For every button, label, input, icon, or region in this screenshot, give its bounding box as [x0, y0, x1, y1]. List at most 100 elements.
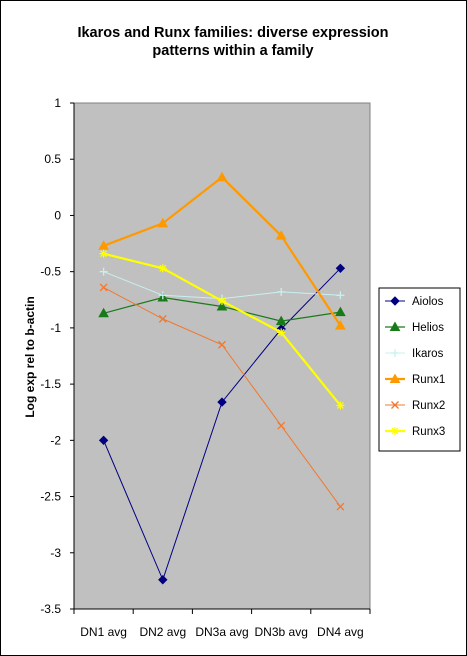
x-tick-label: DN2 avg — [139, 625, 186, 639]
x-tick-label: DN3a avg — [195, 625, 248, 639]
x-marker-b — [158, 314, 167, 323]
data-point-runx2 — [336, 502, 345, 511]
y-tick-label: -0.5 — [40, 265, 61, 279]
data-point-runx2 — [158, 314, 167, 323]
legend-swatch-marker — [390, 296, 400, 306]
legend-item-aiolos: Aiolos — [385, 296, 444, 308]
legend-swatch-marker — [389, 321, 401, 331]
x-marker-b — [277, 421, 286, 430]
chart-title-line-2: patterns within a family — [152, 43, 313, 59]
y-tick-label: 0 — [54, 208, 61, 222]
diamond-marker — [98, 435, 109, 446]
triangle-marker — [389, 321, 401, 331]
y-tick-label: 1 — [54, 96, 61, 110]
x-tick-label: DN1 avg — [80, 625, 127, 639]
legend-swatch-marker — [391, 349, 399, 357]
legend-swatch-marker — [391, 401, 399, 409]
series-runx3 — [99, 249, 345, 410]
y-tick-label: -2 — [50, 433, 61, 447]
legend-item-ikaros: Ikaros — [385, 348, 444, 360]
diamond-marker — [335, 263, 346, 274]
data-point-helios — [275, 315, 287, 326]
x-tick-label: DN4 avg — [317, 625, 364, 639]
data-point-runx3 — [99, 249, 108, 258]
legend-item-runx2: Runx2 — [385, 400, 445, 412]
star-marker-b — [100, 250, 108, 258]
legend-items: Aiolos Helios Ikaros Runx1 Runx2 Runx3 — [385, 296, 445, 438]
triangle-marker — [335, 320, 346, 330]
triangle-marker — [216, 301, 228, 311]
legend — [378, 287, 461, 452]
legend-item-runx3: Runx3 — [385, 426, 445, 438]
star-marker-b — [159, 264, 167, 272]
data-point-aiolos — [217, 397, 227, 407]
data-point-aiolos — [98, 435, 109, 446]
legend-item-runx1: Runx1 — [385, 373, 445, 386]
legend-label: Runx2 — [412, 400, 445, 412]
axes: 1 0.5 0 -0.5 -1 -1.5 -2 -2.5 -3 -3.5 DN1 avg DN2 av… — [40, 96, 371, 639]
chart-title-line-1: Ikaros and Runx families: diverse expres… — [77, 25, 388, 41]
x-marker-b — [336, 502, 345, 511]
x-tick-label: DN3b avg — [255, 625, 308, 639]
y-tick-label: -2.5 — [40, 490, 61, 504]
data-point-runx1 — [157, 217, 169, 228]
legend-item-helios: Helios — [385, 321, 444, 334]
data-point-ikaros — [336, 291, 345, 300]
series-runx2 — [99, 283, 345, 511]
data-point-helios — [216, 301, 228, 311]
star-marker-b — [277, 328, 285, 336]
y-tick-label: -1.5 — [40, 377, 61, 391]
series-runx1 — [98, 171, 346, 330]
diamond-marker — [158, 575, 168, 585]
star-marker-b — [218, 297, 226, 305]
legend-label: Ikaros — [412, 348, 444, 360]
data-point-runx1 — [216, 171, 228, 182]
data-point-runx3 — [277, 328, 286, 337]
data-point-helios — [335, 306, 346, 317]
legend-label: Runx1 — [412, 374, 445, 386]
y-tick-label: -3 — [50, 546, 61, 560]
plot-area — [73, 102, 371, 610]
y-axis-label: Log exp rel to b-actin — [23, 296, 37, 417]
triangle-marker — [216, 171, 228, 182]
legend-label: Runx3 — [412, 426, 445, 438]
data-point-ikaros — [277, 287, 286, 296]
triangle-marker — [335, 306, 346, 317]
data-point-runx2 — [99, 283, 108, 292]
data-point-runx1 — [275, 230, 287, 240]
legend-label: Aiolos — [412, 296, 444, 308]
data-point-runx3 — [158, 264, 167, 273]
legend-swatch-marker — [389, 373, 401, 383]
triangle-marker — [389, 373, 401, 383]
triangle-marker — [157, 217, 169, 228]
diamond-marker — [390, 296, 400, 306]
x-marker-b — [391, 401, 399, 409]
diamond-marker — [217, 397, 227, 407]
star-marker-b — [391, 427, 399, 435]
data-point-helios — [98, 307, 109, 318]
data-point-aiolos — [335, 263, 346, 274]
data-point-runx2 — [277, 421, 286, 430]
y-tick-label: -1 — [50, 321, 61, 335]
series-lines — [98, 171, 346, 585]
triangle-marker — [275, 230, 287, 240]
series-aiolos — [98, 263, 346, 585]
y-tick-label: -3.5 — [40, 602, 61, 616]
data-point-runx3 — [218, 296, 226, 305]
star-marker-b — [336, 402, 344, 409]
y-tick-label: 0.5 — [44, 152, 61, 166]
data-point-runx3 — [336, 401, 345, 410]
data-point-runx2 — [218, 340, 226, 349]
triangle-marker — [98, 307, 109, 318]
x-marker-b — [99, 283, 108, 292]
legend-swatch-marker — [391, 427, 399, 435]
legend-label: Helios — [412, 322, 444, 334]
x-marker-b — [218, 340, 226, 349]
data-point-ikaros — [99, 267, 108, 276]
data-point-runx1 — [335, 320, 346, 330]
data-point-runx1 — [98, 240, 109, 250]
data-point-aiolos — [158, 575, 168, 585]
triangle-marker — [275, 315, 287, 326]
